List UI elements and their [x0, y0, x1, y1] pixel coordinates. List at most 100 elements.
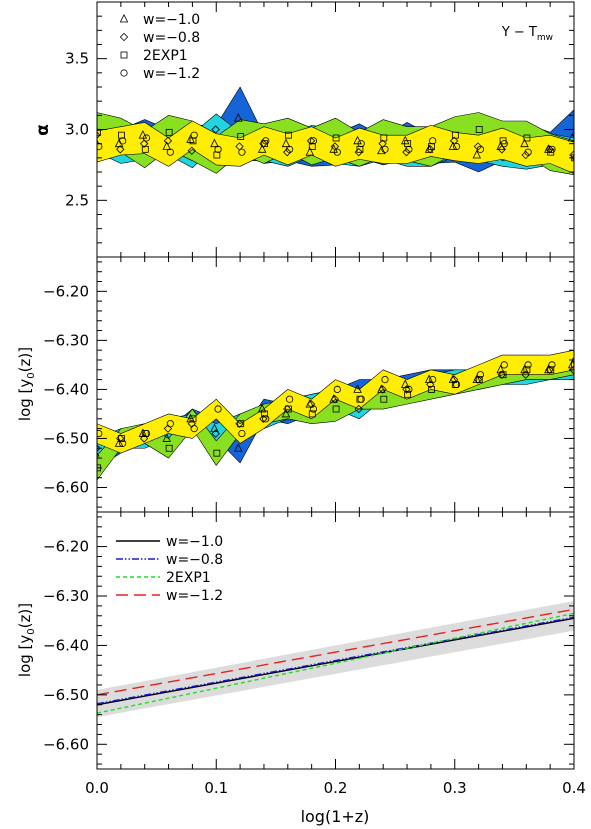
point-alpha-circle: [429, 137, 437, 145]
y-tick-label: −6.20: [43, 282, 89, 300]
point-y0-circle: [524, 361, 532, 369]
point-alpha-triangle: [257, 144, 267, 153]
point-alpha-circle: [452, 142, 461, 151]
point-y0-diamond: [545, 365, 554, 374]
point-alpha-diamond: [139, 139, 149, 148]
point-y0-circle: [238, 429, 246, 438]
point-alpha-circle: [142, 134, 151, 142]
point-alpha-square: [380, 134, 388, 142]
point-alpha-circle: [166, 148, 174, 156]
point-alpha-triangle: [234, 113, 243, 122]
point-alpha-diamond: [259, 139, 268, 148]
point-alpha-triangle: [281, 138, 291, 148]
point-alpha-triangle: [353, 135, 362, 145]
point-alpha-triangle: [305, 147, 315, 156]
x-axis-label: log(1+z): [301, 807, 370, 826]
band-alpha-circle: [97, 120, 574, 174]
y-tick-label: 3.0: [65, 121, 89, 139]
point-alpha-circle: [405, 145, 413, 153]
point-y0-diamond: [306, 399, 316, 409]
point-y0-square: [189, 415, 197, 423]
point-y0-circle: [405, 385, 413, 394]
point-alpha-diamond: [116, 145, 125, 154]
point-alpha-diamond: [545, 145, 554, 154]
point-y0-diamond: [187, 419, 196, 428]
panels: 2.53.03.5w=−1.0w=−0.82EXP1w=−1.2−6.60−6.…: [43, 1, 586, 797]
x-tick-label: 0.1: [204, 779, 228, 797]
point-y0-triangle: [234, 443, 243, 452]
point-y0-diamond: [330, 395, 340, 404]
point-alpha-circle: [524, 148, 532, 156]
point-y0-triangle: [162, 433, 171, 442]
point-y0-square: [118, 435, 125, 442]
legend-marker-diamond: [119, 32, 129, 42]
point-y0-square: [571, 361, 574, 369]
point-alpha-square: [332, 134, 340, 142]
point-alpha-circle: [548, 145, 556, 153]
point-alpha-triangle: [377, 145, 386, 155]
point-alpha-diamond: [187, 146, 196, 155]
point-alpha-diamond: [402, 148, 411, 157]
y-tick-label: −6.20: [43, 538, 89, 556]
point-y0-circle: [142, 429, 151, 438]
point-y0-square: [547, 366, 555, 374]
y0-y-axis-label: log [y0(z)]: [16, 347, 37, 421]
legend-label: w=−1.2: [143, 66, 200, 82]
legend-marker-triangle: [119, 13, 129, 23]
point-alpha-circle: [500, 140, 508, 148]
point-y0-diamond: [521, 370, 530, 379]
fit-line: [97, 608, 574, 696]
point-alpha-square: [451, 131, 459, 139]
point-y0-circle: [309, 405, 318, 413]
point-alpha-square: [475, 126, 483, 133]
fit-y-axis-label: log [y0(z)]: [16, 603, 37, 677]
y-tick-label: −6.40: [43, 380, 89, 398]
y-tick-label: −6.40: [43, 636, 89, 654]
plot-area-y0: [97, 349, 574, 481]
point-y0-triangle: [281, 408, 291, 418]
point-y0-diamond: [378, 385, 387, 394]
legend-label: w=−1.2: [166, 588, 223, 604]
panel-fit: −6.60 −6.50 −6.40 −6.30 −6.20 w=−1.0 w=−0.8 2EX…: [43, 511, 575, 770]
point-alpha-triangle: [567, 132, 574, 142]
point-alpha-diamond: [473, 142, 483, 151]
x-tick-label: 0.0: [85, 779, 109, 797]
point-alpha-circle: [357, 140, 365, 148]
fit-shaded-band: [97, 600, 574, 718]
point-alpha-circle: [214, 145, 222, 153]
x-tick-label: 0.4: [562, 779, 586, 797]
point-y0-circle: [119, 439, 127, 447]
point-alpha-triangle: [329, 144, 338, 153]
point-y0-diamond: [354, 404, 363, 414]
point-y0-diamond: [163, 424, 173, 433]
legend-alpha: w=−1.0 w=−0.8 2EXP1 w=−1.2: [119, 12, 200, 82]
point-alpha-circle: [309, 137, 318, 145]
point-y0-square: [308, 410, 316, 418]
point-alpha-circle: [285, 145, 294, 153]
y-tick-label: 3.5: [65, 50, 89, 68]
point-y0-diamond: [235, 419, 244, 428]
point-alpha-diamond: [426, 145, 435, 154]
point-alpha-diamond: [283, 148, 292, 157]
point-y0-square: [237, 420, 245, 428]
legend-label: w=−0.8: [143, 30, 200, 46]
legend-marker-circle: [120, 69, 128, 77]
legend-label: w=−1.0: [166, 534, 223, 550]
point-alpha-circle: [238, 148, 246, 156]
point-y0-diamond: [139, 434, 149, 443]
fit-line: [97, 617, 574, 706]
legend-label: 2EXP1: [166, 570, 211, 586]
point-y0-diamond: [473, 375, 483, 384]
point-y0-triangle: [353, 384, 362, 393]
point-y0-diamond: [569, 365, 574, 374]
point-y0-circle: [381, 375, 389, 384]
point-alpha-diamond: [354, 148, 363, 157]
point-y0-square: [428, 386, 435, 393]
point-y0-square: [332, 405, 340, 413]
y-tick-label: 2.5: [65, 191, 89, 209]
point-alpha-circle: [262, 137, 270, 145]
point-y0-circle: [452, 380, 461, 389]
point-y0-circle: [500, 361, 508, 369]
point-alpha-diamond: [497, 145, 507, 154]
point-y0-square: [261, 410, 268, 418]
